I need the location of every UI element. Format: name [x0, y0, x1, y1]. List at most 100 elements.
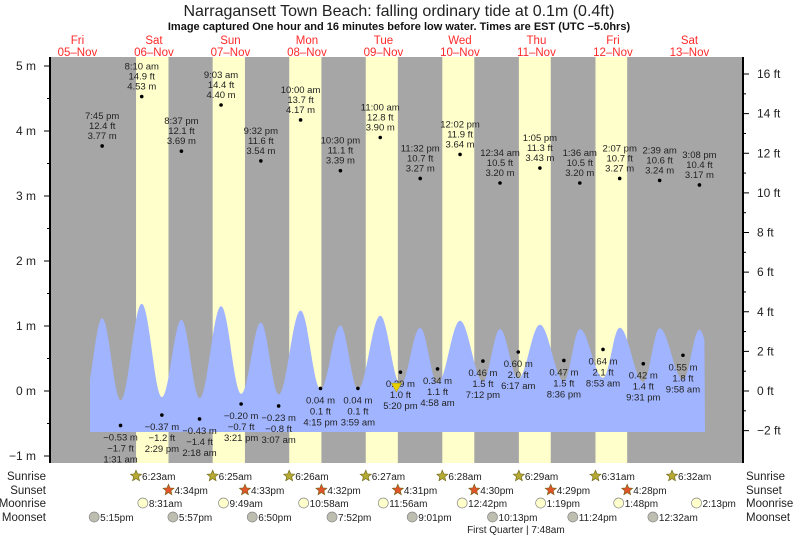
low-tide-m: 0.04 m	[343, 395, 372, 406]
moonset-icon	[167, 511, 179, 523]
sunset-icon	[315, 483, 328, 496]
moonrise-time: 10:58am	[310, 499, 349, 510]
high-tide-m: 3.24 m	[645, 165, 674, 176]
sunrise-row-label-left: Sunrise	[7, 471, 46, 483]
moonset-time: 5:57pm	[179, 513, 212, 524]
sunrise-time: 6:23am	[142, 472, 175, 483]
sunset-time: 4:32pm	[327, 486, 360, 497]
moonset-time: 7:52pm	[338, 513, 371, 524]
high-tide-point	[259, 159, 263, 163]
low-tide-m: 0.04 m	[306, 395, 335, 406]
low-tide-m: −0.43 m	[182, 426, 217, 437]
day-date: 07–Nov	[211, 47, 251, 59]
moonset-row-label-left: Moonset	[2, 512, 47, 524]
low-tide-point	[481, 359, 485, 363]
moonrise-time: 11:56am	[389, 499, 427, 510]
high-tide-ft: 10.6 ft	[646, 155, 673, 166]
moonset-icon	[647, 511, 659, 523]
sunrise-time: 6:28am	[448, 472, 481, 483]
moon-phase-label: First Quarter | 7:48am	[467, 525, 565, 536]
day-date: 13–Nov	[670, 47, 710, 59]
moonrise-time: 9:49am	[229, 499, 262, 510]
moonrise-row-label-right: Moonrise	[746, 498, 793, 510]
low-tide-ft: 1.5 ft	[472, 379, 493, 390]
high-tide-ft: 11.9 ft	[447, 129, 473, 140]
sunset-time: 4:34pm	[175, 486, 208, 497]
low-tide-time: 8:36 pm	[547, 389, 581, 400]
low-tide-point	[601, 347, 605, 352]
low-tide-m: 0.55 m	[668, 362, 697, 373]
low-tide-ft: 0.1 ft	[310, 406, 331, 417]
sunrise-icon	[282, 469, 296, 482]
right-tick-label: 16 ft	[757, 67, 781, 81]
day-name: Tue	[374, 35, 393, 47]
high-tide-point	[298, 118, 303, 122]
moonrise-icon	[218, 497, 229, 509]
sunrise-icon	[436, 469, 449, 482]
day-date: 09–Nov	[364, 47, 404, 59]
high-tide-point	[338, 168, 343, 173]
high-tide-time: 11:32 pm	[401, 143, 440, 154]
low-tide-point	[318, 386, 323, 391]
low-tide-point	[118, 423, 123, 428]
low-tide-time: 7:12 pm	[466, 390, 500, 401]
high-tide-m: 4.53 m	[127, 82, 156, 93]
left-tick-label: 5 m	[16, 59, 36, 73]
day-name: Thu	[527, 35, 547, 47]
high-tide-time: 10:30 pm	[321, 136, 361, 147]
low-tide-ft: −1.2 ft	[149, 433, 176, 444]
high-tide-point	[498, 181, 502, 185]
moonrise-icon	[456, 497, 468, 509]
high-tide-time: 1:36 am	[563, 148, 597, 159]
sunrise-icon	[206, 469, 219, 482]
day-date: 11–Nov	[517, 47, 556, 59]
high-tide-ft: 14.9 ft	[129, 72, 156, 83]
low-tide-m: −0.23 m	[261, 413, 296, 424]
low-tide-time: 6:17 am	[501, 381, 535, 392]
high-tide-time: 9:32 pm	[244, 126, 278, 137]
high-tide-point	[219, 103, 223, 107]
sunset-icon	[162, 483, 175, 496]
high-tide-ft: 12.1 ft	[168, 126, 195, 137]
high-tide-point	[179, 149, 184, 153]
sunset-time: 4:33pm	[251, 486, 284, 497]
high-tide-m: 3.54 m	[246, 146, 275, 157]
right-tick-label: 14 ft	[757, 107, 781, 121]
day-name: Mon	[296, 35, 318, 47]
high-tide-point	[617, 176, 622, 181]
low-tide-ft: −0.7 ft	[228, 422, 255, 433]
high-tide-point	[697, 183, 702, 187]
moonrise-time: 12:42pm	[468, 499, 507, 510]
low-tide-point	[239, 402, 243, 406]
high-tide-m: 3.27 m	[406, 163, 435, 174]
sunset-icon	[544, 483, 558, 496]
sunrise-time: 6:31am	[601, 472, 634, 483]
low-tide-m: 0.64 m	[588, 356, 617, 367]
high-tide-ft: 13.7 ft	[287, 95, 314, 106]
low-tide-time: 4:15 pm	[303, 417, 337, 428]
low-tide-time: 3:59 am	[341, 417, 375, 428]
moonset-time: 6:50pm	[258, 513, 291, 524]
high-tide-ft: 11.1 ft	[328, 146, 354, 157]
axes: 5 m 4 m 3 m 2 m 1 m 0 m −1 m 16 ft 14 ft 12 ft 10 …	[9, 57, 781, 463]
moonset-icon	[246, 511, 258, 523]
high-tide-m: 3.43 m	[525, 153, 554, 164]
sunrise-icon	[589, 469, 602, 482]
high-tide-m: 3.27 m	[605, 163, 634, 174]
moonrise-icon	[298, 497, 310, 509]
low-tide-m: −0.37 m	[145, 422, 180, 433]
high-tide-time: 2:07 pm	[603, 143, 637, 154]
high-tide-ft: 11.6 ft	[248, 136, 274, 147]
high-tide-time: 7:45 pm	[85, 111, 119, 122]
right-tick-label: 8 ft	[757, 226, 774, 240]
left-tick-label: 2 m	[16, 254, 36, 268]
high-tide-time: 12:02 pm	[440, 119, 480, 130]
moonrise-time: 8:31am	[149, 499, 182, 510]
sunset-icon	[391, 483, 405, 496]
high-tide-ft: 10.5 ft	[487, 158, 514, 169]
high-tide-point	[657, 178, 662, 183]
moonset-icon	[326, 511, 338, 523]
low-tide-point	[435, 367, 440, 371]
high-tide-time: 8:37 pm	[164, 116, 198, 127]
